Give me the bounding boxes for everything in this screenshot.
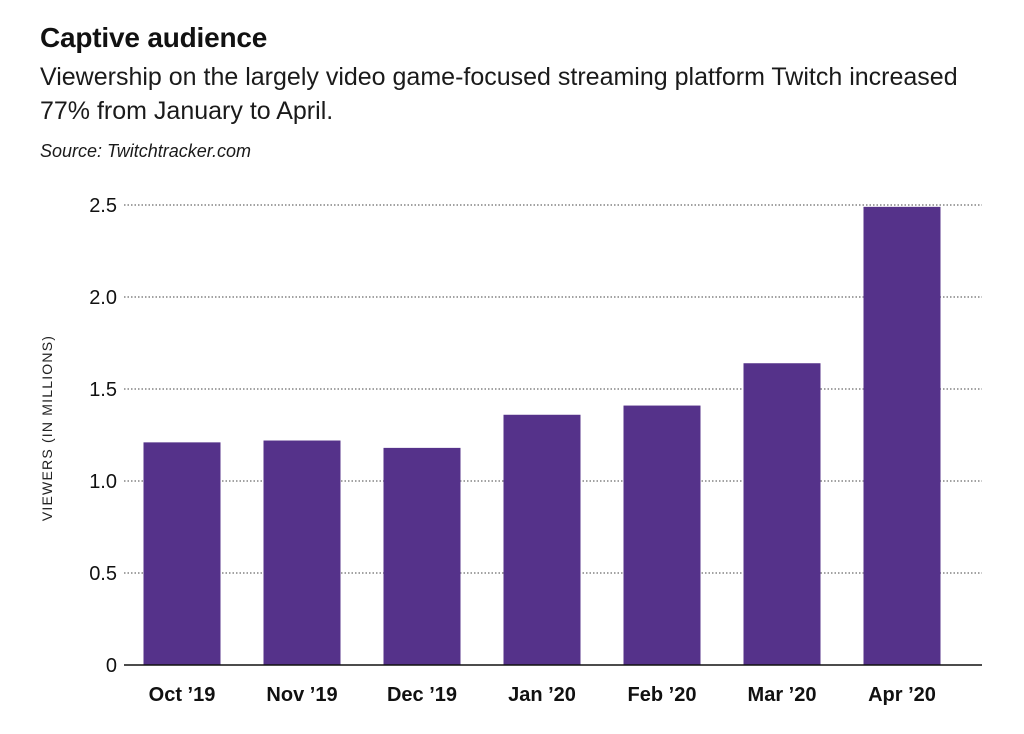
x-tick-labels: Oct ’19 Nov ’19 Dec ’19 Jan ’20 Feb ’20 Mar ’… <box>149 684 936 706</box>
chart-title: Captive audience <box>40 22 268 53</box>
bar <box>743 363 821 665</box>
chart-source: Source: Twitchtracker.com <box>40 141 252 161</box>
x-tick-label: Oct ’19 <box>149 684 216 706</box>
x-tick-label: Dec ’19 <box>387 684 457 706</box>
x-tick-label: Nov ’19 <box>266 684 337 706</box>
y-tick-label: 1.0 <box>89 471 117 493</box>
bar <box>383 447 461 665</box>
y-tick-label: 0 <box>106 655 117 677</box>
x-tick-label: Jan ’20 <box>508 684 576 706</box>
y-tick-label: 2.5 <box>89 195 117 217</box>
bar <box>263 440 341 665</box>
bar <box>503 414 581 665</box>
y-tick-labels: 0 0.5 1.0 1.5 2.0 2.5 <box>89 195 117 677</box>
chart-subtitle: Viewership on the largely video game-foc… <box>40 63 958 125</box>
bar <box>863 206 941 665</box>
y-axis-label: VIEWERS (IN MILLIONS) <box>39 335 55 521</box>
bar <box>623 405 701 665</box>
y-tick-label: 2.0 <box>89 287 117 309</box>
gridlines <box>124 204 982 574</box>
x-tick-label: Apr ’20 <box>868 684 936 706</box>
y-tick-label: 1.5 <box>89 379 117 401</box>
y-tick-label: 0.5 <box>89 563 117 585</box>
x-tick-label: Mar ’20 <box>748 684 817 706</box>
bar <box>143 442 221 665</box>
bars <box>143 206 941 665</box>
x-tick-label: Feb ’20 <box>628 684 697 706</box>
